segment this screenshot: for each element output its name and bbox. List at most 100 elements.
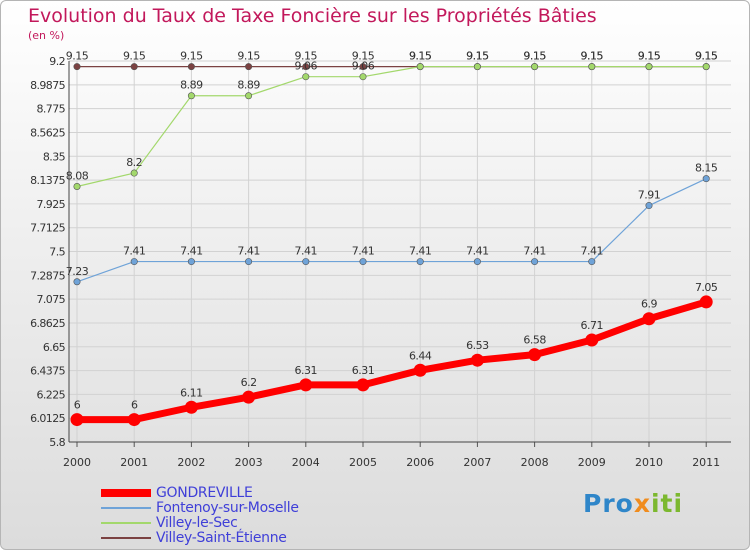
data-point-fontenoy-sur-moselle [588,258,596,266]
data-label-gondreville: 6.11 [180,386,203,399]
legend-swatch-villey-le-sec [101,521,151,524]
y-tick-label: 6.65 [43,341,66,354]
data-label-fontenoy-sur-moselle: 7.41 [237,245,260,258]
data-label-villey-le-sec: 8.89 [237,79,260,92]
data-point-gondreville [299,378,313,392]
x-tick-label: 2001 [120,456,148,469]
data-label-villey-saint-etienne: 9.15 [123,50,146,63]
data-label-gondreville: 6.2 [241,376,257,389]
data-point-gondreville [470,353,484,367]
y-tick-label: 8.35 [43,150,66,163]
data-point-fontenoy-sur-moselle [473,258,481,266]
data-label-villey-saint-etienne: 9.15 [638,50,661,63]
data-point-fontenoy-sur-moselle [302,258,310,266]
data-point-gondreville [356,378,370,392]
data-point-gondreville [127,413,141,427]
x-tick-label: 2003 [235,456,263,469]
x-tick-label: 2006 [406,456,434,469]
legend-label-villey-le-sec: Villey-le-Sec [156,514,238,531]
data-point-villey-le-sec [531,63,539,71]
series-line-villey-le-sec [76,66,707,188]
data-label-fontenoy-sur-moselle: 7.41 [523,245,546,258]
data-point-villey-saint-etienne [359,63,367,71]
x-tick-label: 2005 [349,456,377,469]
legend-item-fontenoy: Fontenoy-sur-Moselle [101,499,299,516]
data-point-gondreville [585,333,599,347]
data-label-gondreville: 6 [131,399,138,412]
data-point-villey-le-sec [73,183,81,191]
legend-item-villey-saint-etienne: Villey-Saint-Étienne [101,529,299,546]
data-point-villey-saint-etienne [130,63,138,71]
y-tick-label: 7.2875 [30,269,65,282]
x-tick-label: 2011 [692,456,720,469]
data-label-gondreville: 6.53 [466,339,489,352]
y-tick-label: 6.0125 [30,412,65,425]
data-label-fontenoy-sur-moselle: 7.23 [66,265,89,278]
data-label-gondreville: 7.05 [695,281,718,294]
data-point-villey-le-sec [702,63,710,71]
data-label-villey-le-sec: 9.15 [638,50,661,63]
data-label-villey-saint-etienne: 9.15 [66,50,89,63]
data-label-fontenoy-sur-moselle: 7.41 [295,245,318,258]
data-label-gondreville: 6.44 [409,349,432,362]
y-tick-label: 7.925 [37,198,66,211]
y-tick-label: 9.2 [49,55,65,68]
x-tick-label: 2000 [63,456,91,469]
chart-title: Evolution du Taux de Taxe Foncière sur l… [28,5,597,27]
y-tick-label: 6.8625 [30,317,65,330]
data-point-villey-le-sec [473,63,481,71]
data-label-villey-le-sec: 9.15 [523,50,546,63]
data-label-villey-saint-etienne: 9.15 [295,50,318,63]
data-point-villey-le-sec [588,63,596,71]
data-point-villey-saint-etienne [73,63,81,71]
legend-swatch-fontenoy [101,506,151,509]
data-point-gondreville [184,400,198,414]
data-label-villey-le-sec: 9.15 [581,50,604,63]
data-point-fontenoy-sur-moselle [73,278,81,286]
legend-swatch-gondreville [101,488,151,497]
data-point-fontenoy-sur-moselle [245,258,253,266]
data-label-gondreville: 6.58 [523,334,546,347]
logo-part-pro: Pro [583,489,634,518]
y-axis-unit-label: (en %) [28,29,65,42]
legend: GONDREVILLE Fontenoy-sur-Moselle Villey-… [101,485,299,546]
data-label-villey-saint-etienne: 9.15 [409,50,432,63]
data-point-villey-le-sec [187,92,195,100]
data-label-villey-le-sec: 8.2 [126,156,142,169]
data-label-gondreville: 6.9 [641,298,657,311]
data-label-villey-le-sec: 9.06 [352,60,375,73]
data-label-gondreville: 6.31 [295,364,318,377]
data-label-gondreville: 6.71 [581,319,604,332]
data-point-villey-saint-etienne [187,63,195,71]
data-point-fontenoy-sur-moselle [359,258,367,266]
legend-item-villey-le-sec: Villey-le-Sec [101,514,299,531]
legend-label-fontenoy: Fontenoy-sur-Moselle [156,499,299,516]
y-tick-label: 6.225 [37,388,66,401]
data-label-villey-saint-etienne: 9.15 [466,50,489,63]
data-point-fontenoy-sur-moselle [645,202,653,210]
data-label-villey-saint-etienne: 9.15 [523,50,546,63]
legend-label-villey-saint-etienne: Villey-Saint-Étienne [156,529,287,546]
y-tick-label: 8.775 [37,103,66,116]
data-label-villey-le-sec: 8.08 [66,170,89,183]
x-tick-label: 2004 [292,456,320,469]
y-tick-label: 8.5625 [30,126,65,139]
y-tick-label: 7.075 [37,293,66,306]
series-line-gondreville [73,298,710,424]
data-label-fontenoy-sur-moselle: 7.41 [466,245,489,258]
data-point-villey-saint-etienne [302,63,310,71]
data-label-fontenoy-sur-moselle: 7.91 [638,189,661,202]
data-point-gondreville [528,348,542,362]
x-tick-label: 2009 [578,456,606,469]
proxiti-logo: Proxiti [583,489,683,518]
x-tick-label: 2007 [463,456,491,469]
data-point-fontenoy-sur-moselle [702,175,710,183]
data-point-fontenoy-sur-moselle [416,258,424,266]
data-label-villey-saint-etienne: 9.15 [695,50,718,63]
data-point-villey-le-sec [302,73,310,81]
data-point-villey-le-sec [416,63,424,71]
x-tick-label: 2002 [177,456,205,469]
data-label-fontenoy-sur-moselle: 7.41 [352,245,375,258]
